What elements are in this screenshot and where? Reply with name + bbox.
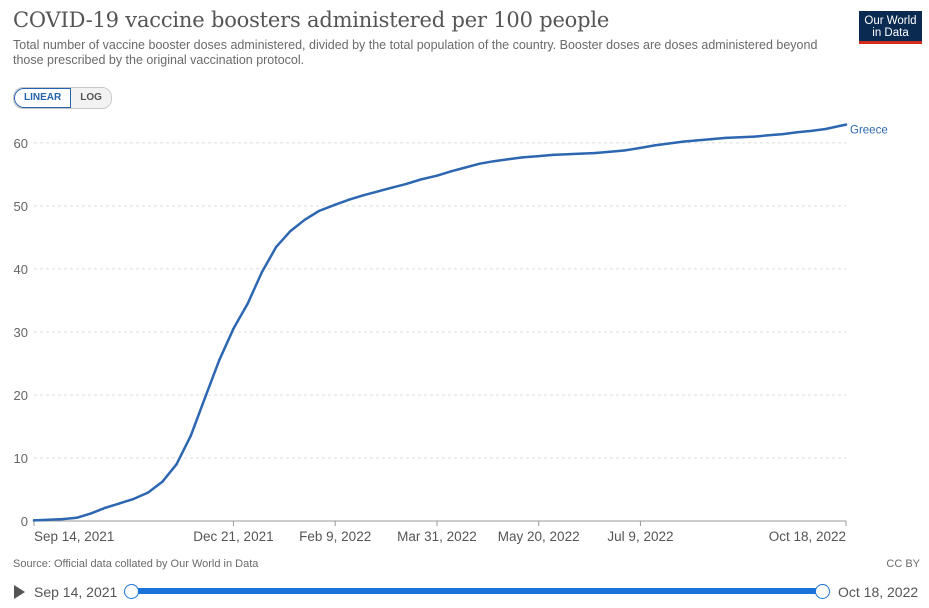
data-point [32, 519, 36, 522]
data-point [844, 123, 848, 126]
data-point [303, 218, 306, 221]
y-tick-label: 40 [14, 262, 28, 277]
data-point [376, 190, 380, 193]
data-point [132, 497, 135, 501]
data-point [724, 136, 728, 140]
data-point [390, 186, 394, 189]
data-point [274, 245, 278, 249]
data-point [333, 203, 337, 206]
data-point [795, 130, 799, 134]
data-point [696, 139, 699, 142]
y-tick-label: 0 [21, 514, 28, 529]
data-point [464, 166, 467, 169]
data-point [118, 502, 121, 505]
data-point [362, 194, 365, 197]
timeline-start-label: Sep 14, 2021 [34, 584, 118, 600]
x-tick-label: May 20, 2022 [498, 529, 580, 544]
y-tick-label: 30 [14, 325, 28, 340]
data-point [104, 506, 107, 509]
log-scale-button[interactable]: LOG [71, 88, 111, 108]
data-point [478, 162, 481, 165]
data-point [521, 156, 524, 159]
data-point [767, 134, 770, 137]
data-point [348, 198, 351, 201]
data-point [161, 480, 164, 484]
license-note[interactable]: CC BY [886, 558, 920, 570]
scale-toggle: LINEAR LOG [13, 87, 112, 109]
data-point [405, 182, 408, 186]
data-point [622, 149, 626, 152]
data-point [824, 127, 827, 131]
data-point [289, 229, 292, 233]
logo-line-1: Our World [864, 15, 917, 27]
x-tick-label: Mar 31, 2022 [397, 529, 477, 544]
data-point [667, 142, 671, 145]
x-tick-label: Sep 14, 2021 [34, 529, 114, 544]
series-line-greece [32, 123, 848, 522]
data-point [449, 170, 453, 173]
source-note[interactable]: Source: Official data collated by Our Wo… [13, 558, 259, 570]
data-point [753, 135, 756, 138]
data-point [580, 152, 583, 155]
line-chart: 0 10 20 30 40 50 60 Sep 14, 2021 Dec 21, 2021 Feb… [14, 123, 888, 544]
data-point [738, 136, 742, 139]
timeline-end-label: Oct 18, 2022 [838, 584, 919, 600]
timeline-end-handle[interactable] [815, 584, 830, 599]
data-point [419, 178, 422, 181]
linear-scale-button[interactable]: LINEAR [14, 88, 72, 108]
data-point [435, 174, 439, 177]
data-point [175, 463, 178, 466]
y-tick-label: 60 [14, 136, 28, 151]
data-point [232, 327, 235, 331]
chart-title: COVID-19 vaccine boosters administered p… [13, 8, 610, 32]
data-point [47, 518, 50, 521]
data-point [75, 516, 78, 520]
data-point [61, 517, 64, 521]
data-point [537, 154, 540, 158]
series-label: Greece [850, 125, 888, 137]
data-point [506, 158, 510, 161]
data-point [317, 209, 321, 213]
data-point [89, 512, 93, 515]
owid-logo[interactable]: Our World in Data [859, 11, 922, 44]
y-tick-label: 10 [14, 451, 28, 466]
data-point [260, 270, 264, 274]
data-point [203, 396, 207, 400]
data-point [565, 153, 569, 156]
data-point [146, 491, 150, 494]
play-icon[interactable] [14, 585, 25, 599]
y-tick-label: 20 [14, 388, 28, 403]
data-point [653, 144, 656, 147]
data-point [492, 159, 496, 163]
y-tick-label: 50 [14, 199, 28, 214]
data-point [551, 153, 555, 157]
data-point [681, 140, 685, 143]
data-point [838, 124, 842, 128]
x-tick-label: Feb 9, 2022 [299, 529, 371, 544]
chart-subtitle: Total number of vaccine booster doses ad… [13, 38, 818, 67]
data-point [608, 150, 612, 153]
data-point [710, 137, 713, 141]
timeline-slider: Sep 14, 2021 Oct 18, 2022 [0, 578, 929, 606]
data-point [639, 146, 642, 150]
x-tick-label: Jul 9, 2022 [607, 529, 673, 544]
data-point [217, 359, 221, 362]
timeline-start-handle[interactable] [124, 584, 139, 599]
timeline-track[interactable] [131, 588, 822, 594]
x-tick-label: Dec 21, 2021 [193, 529, 273, 544]
data-point [810, 129, 813, 133]
data-point [246, 302, 249, 305]
logo-line-2: in Data [872, 27, 909, 39]
x-tick-label: Oct 18, 2022 [769, 529, 846, 544]
data-point [189, 434, 192, 438]
data-point [594, 151, 597, 155]
data-point [781, 132, 785, 136]
